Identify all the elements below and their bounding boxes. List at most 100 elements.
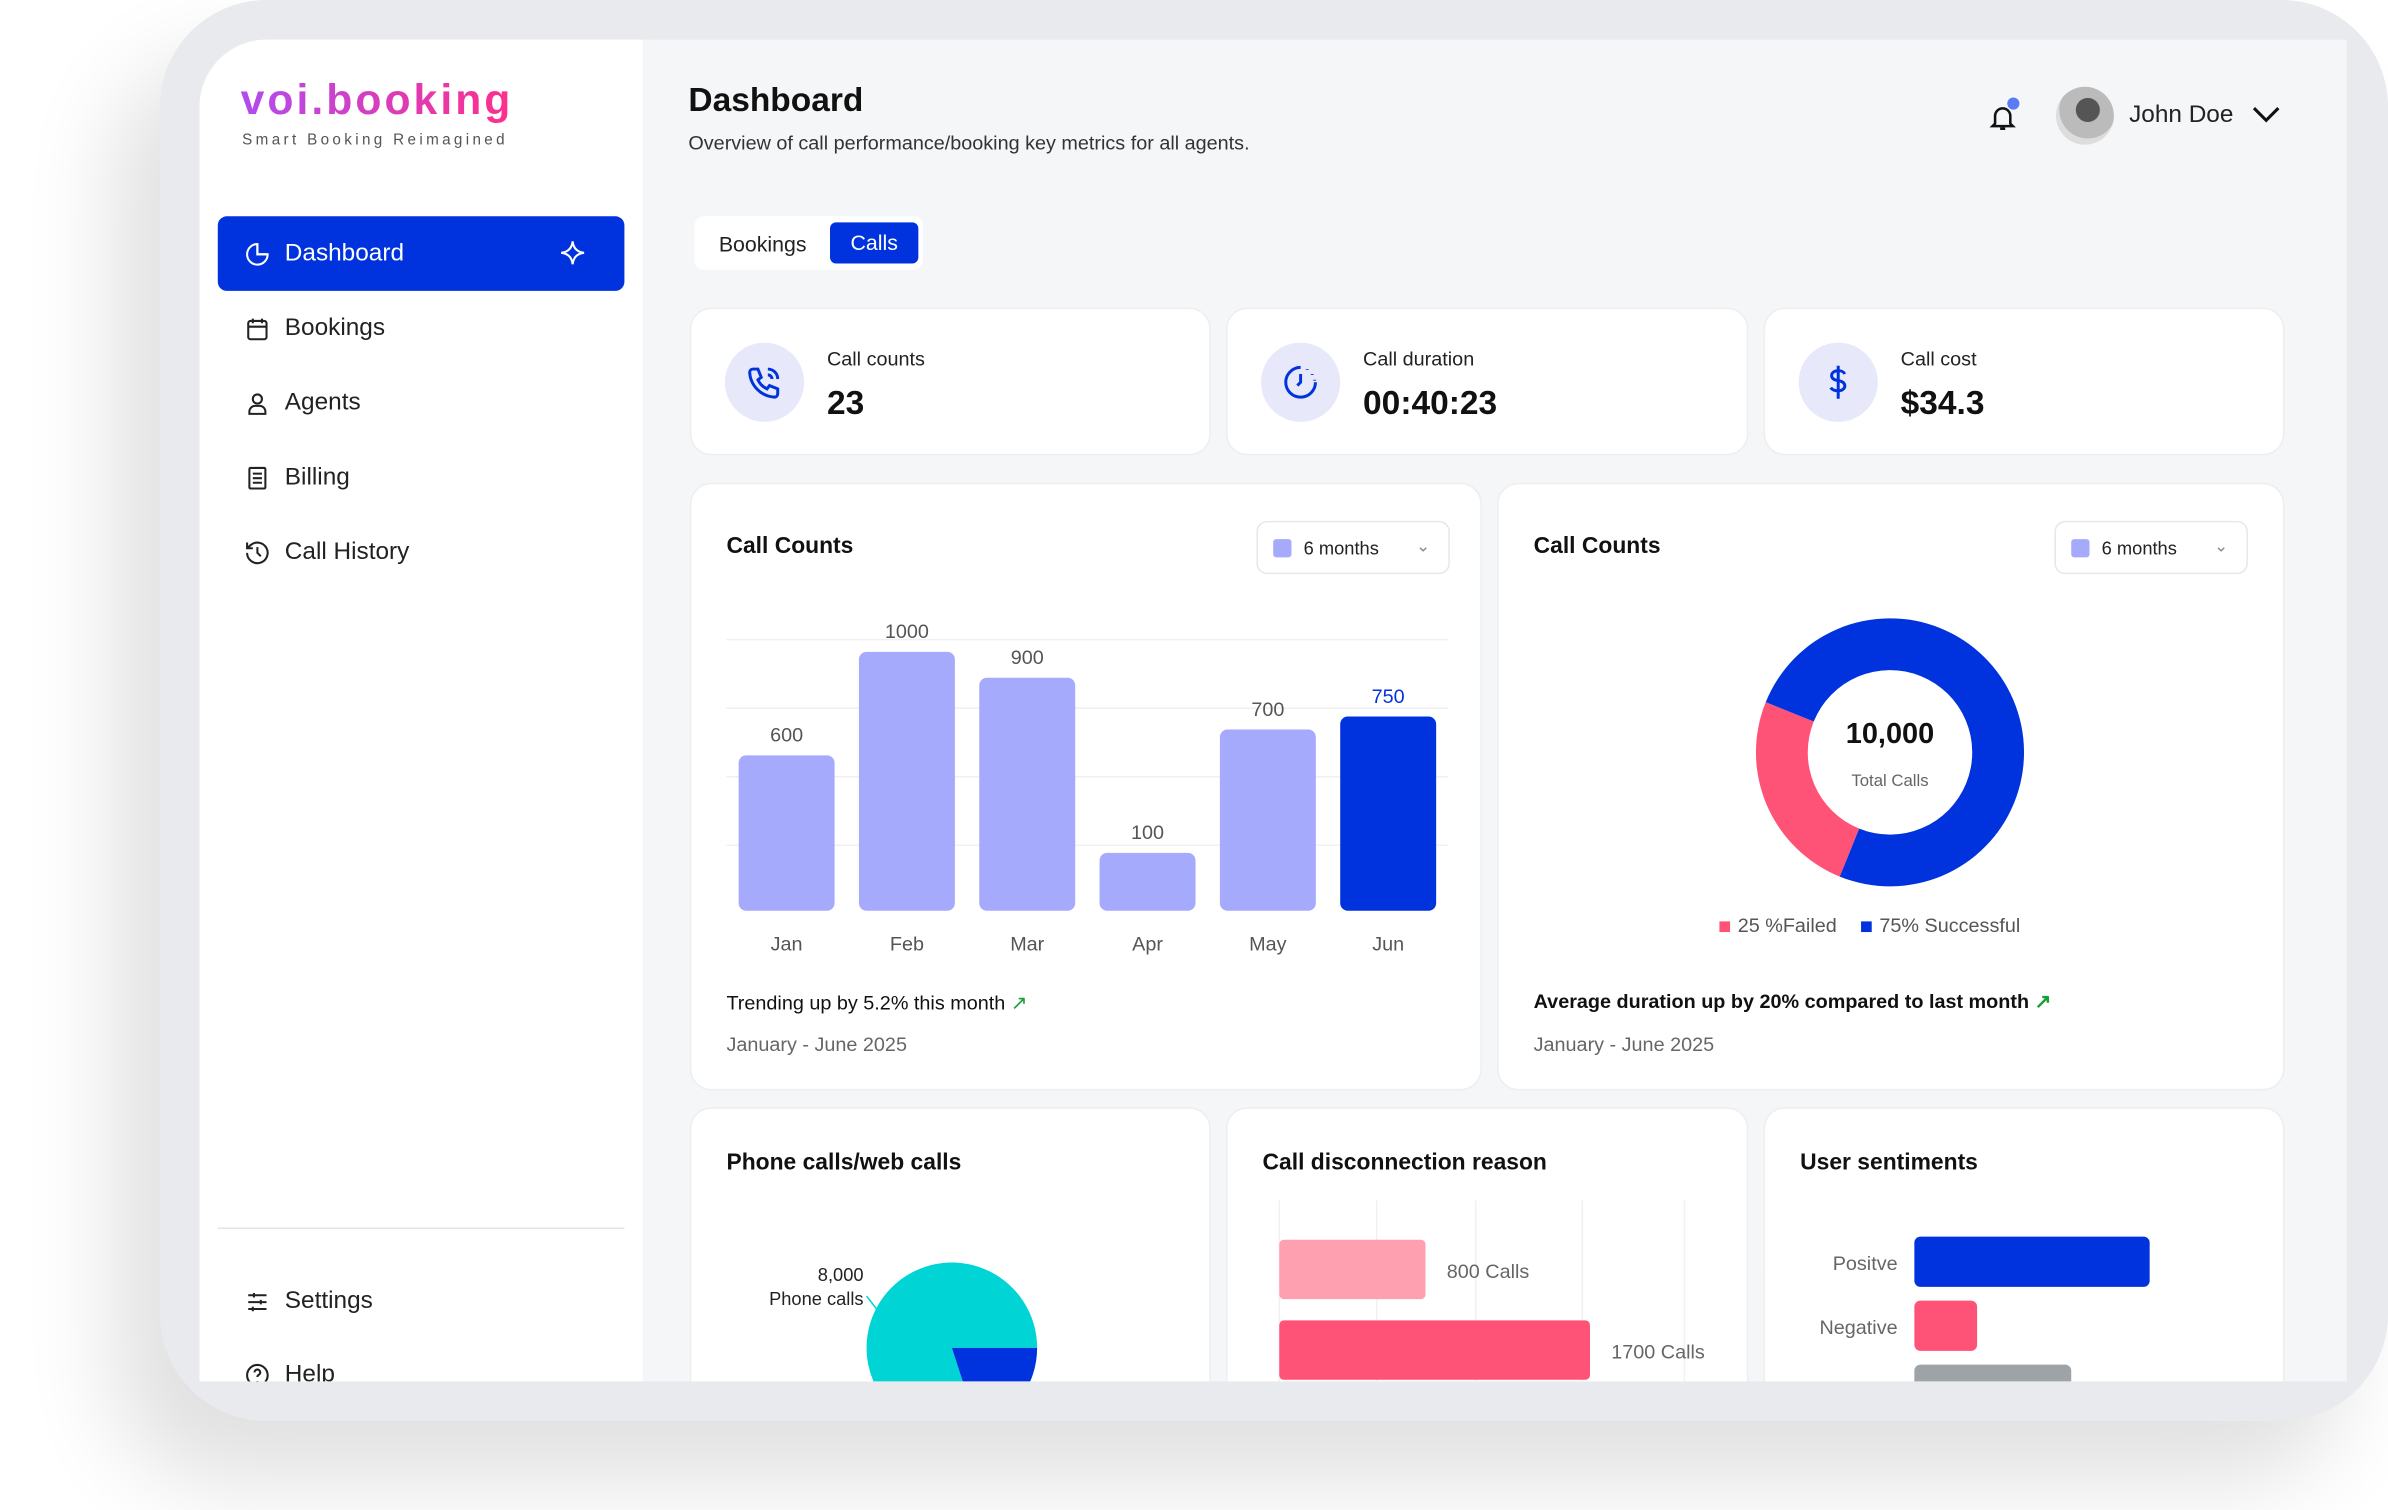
donut-slice-failed — [1755, 702, 1860, 877]
stat-label: Call duration — [1363, 347, 1475, 371]
user-icon — [248, 392, 267, 415]
disconnection-bar-chart: 800 Calls 1700 Calls — [1278, 1200, 1705, 1382]
page-title: Dashboard — [688, 80, 864, 119]
x-tick-label: Jan — [771, 933, 803, 955]
logo: voi.booking — [240, 76, 514, 124]
category-label: Negative — [1820, 1317, 1898, 1339]
clock-icon — [1261, 342, 1341, 422]
page-subtitle: Overview of call performance/booking key… — [688, 130, 1250, 154]
legend-swatch — [1273, 538, 1292, 557]
bar-apr — [1099, 852, 1196, 911]
bar-value-label: 800 Calls — [1447, 1261, 1530, 1283]
legend-successful: 75% Successful — [1861, 914, 2020, 937]
disconnection-bar — [1279, 1239, 1426, 1300]
disconnection-reason-card: Call disconnection reason 800 Calls 1700 … — [1225, 1107, 1749, 1382]
bar-value-label: 900 — [1011, 647, 1044, 669]
card-title: User sentiments — [1800, 1149, 1978, 1176]
sparkle-icon — [561, 241, 585, 265]
card-title: Phone calls/web calls — [726, 1149, 962, 1176]
trend-caption: Trending up by 5.2% this month — [726, 991, 1006, 1015]
trend-text: Average duration up by 20% compared to l… — [1534, 990, 2052, 1014]
stat-label: Call counts — [826, 347, 925, 371]
sidebar-item-label: Help — [284, 1360, 335, 1382]
donut-slice-successful — [1765, 618, 2025, 887]
history-icon — [246, 540, 269, 564]
pie-slice-web-calls — [951, 1347, 1038, 1382]
bar-value-label: 1000 — [885, 621, 929, 643]
sidebar-item-agents[interactable]: Agents — [218, 366, 625, 441]
disconnection-bar — [1279, 1320, 1590, 1380]
pie-leader-line — [865, 1295, 878, 1311]
sliders-icon — [248, 1292, 267, 1311]
sidebar-item-call-history[interactable]: Call History — [218, 515, 625, 590]
stat-value: $34.3 — [1900, 383, 1985, 422]
stat-card-call-cost: Call cost $34.3 — [1763, 307, 2285, 456]
donut-center-label: Total Calls — [1851, 771, 1928, 790]
pie-chart-icon — [246, 242, 269, 265]
sidebar-item-help[interactable]: Help — [218, 1337, 625, 1382]
stat-value: 23 — [826, 383, 865, 422]
user-name[interactable]: John Doe — [2129, 102, 2234, 128]
bar-value-label: 600 — [770, 725, 803, 747]
call-counts-donut-card: Call Counts 6 months ⌄ 10,000 Total Calls … — [1497, 482, 2285, 1091]
legend-failed: 25 %Failed — [1719, 914, 1837, 937]
card-title: Call Counts — [1533, 533, 1661, 559]
card-title: Call disconnection reason — [1262, 1149, 1547, 1176]
sidebar-item-label: Call History — [284, 538, 410, 565]
help-circle-icon — [246, 1363, 269, 1382]
tab-bookings[interactable]: Bookings — [718, 231, 807, 256]
period-text: January - June 2025 — [726, 1032, 907, 1056]
pie-value-label: 8,000 — [818, 1264, 864, 1285]
chevron-down-icon: ⌄ — [2214, 537, 2229, 556]
sentiment-bar — [1914, 1236, 2150, 1287]
x-tick-label: Feb — [890, 933, 924, 955]
bar-chart: 600 Jan 1000 Feb 900 Mar 100 Apr 700 May 750 Jun — [726, 621, 1449, 955]
sentiment-bar-chart: Positve Negative — [1820, 1236, 2150, 1382]
stat-value: 00:40:23 — [1363, 383, 1498, 422]
stat-card-call-duration: Call duration 00:40:23 — [1225, 307, 1749, 456]
sidebar-item-dashboard[interactable]: Dashboard — [217, 216, 625, 291]
stat-label: Call cost — [1900, 347, 1977, 371]
pie-name-label: Phone calls — [769, 1288, 863, 1309]
bar-may — [1219, 729, 1316, 911]
trend-caption: Average duration up by 20% compared to l… — [1533, 989, 2030, 1013]
pie-slice-phone-calls — [866, 1262, 1038, 1382]
dropdown-value: 6 months — [1303, 536, 1379, 559]
period-dropdown[interactable]: 6 months ⌄ — [2054, 520, 2248, 575]
sidebar-item-bookings[interactable]: Bookings — [218, 291, 625, 366]
bar-jun — [1340, 716, 1437, 911]
avatar[interactable] — [2055, 86, 2114, 145]
call-counts-bar-card: Call Counts 6 months ⌄ 600 Jan 1000 Feb 900 Ma… — [689, 482, 1482, 1091]
bar-mar — [979, 677, 1076, 911]
bell-icon — [1989, 107, 2016, 130]
sidebar-item-label: Settings — [284, 1287, 373, 1314]
calendar-icon — [247, 317, 268, 340]
phone-icon — [724, 342, 805, 422]
tab-bar: Bookings Calls — [694, 216, 923, 270]
category-label: Positve — [1833, 1253, 1898, 1275]
user-sentiments-card: User sentiments Positve Negative — [1763, 1107, 2285, 1382]
trending-up-icon: ↗ — [1010, 991, 1028, 1015]
bar-value-label: 750 — [1372, 686, 1405, 708]
card-title: Call Counts — [726, 533, 854, 559]
sentiment-bar — [1914, 1364, 2072, 1382]
bar-value-label: 1700 Calls — [1611, 1341, 1705, 1363]
sidebar-item-settings[interactable]: Settings — [218, 1264, 625, 1339]
period-text: January - June 2025 — [1533, 1032, 1715, 1056]
period-dropdown[interactable]: 6 months ⌄ — [1256, 520, 1450, 575]
donut-center-value: 10,000 — [1846, 718, 1934, 750]
sidebar-item-billing[interactable]: Billing — [218, 440, 625, 515]
bar-jan — [738, 755, 835, 911]
sidebar-divider — [217, 1227, 625, 1230]
stat-card-call-counts: Call counts 23 — [689, 307, 1211, 456]
notification-button[interactable] — [1987, 97, 2021, 138]
bar-value-label: 700 — [1251, 699, 1284, 721]
sidebar-item-label: Agents — [284, 389, 361, 416]
tab-calls[interactable]: Calls — [830, 222, 919, 264]
donut-legend: 25 %Failed 75% Successful — [1719, 914, 2020, 937]
sidebar-item-label: Bookings — [284, 314, 386, 341]
dollar-icon — [1798, 342, 1878, 422]
chevron-down-icon[interactable] — [2251, 104, 2281, 125]
